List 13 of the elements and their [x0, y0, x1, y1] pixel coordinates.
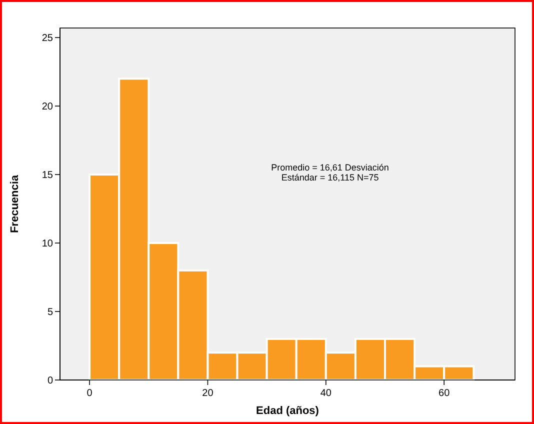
y-tick-label: 0: [47, 376, 54, 386]
y-axis-title: Frecuencia: [9, 174, 21, 234]
x-axis-title: Edad (años): [256, 405, 320, 417]
annotation: Promedio = 16,61 Desviación Estándar = 16,115 N=75: [271, 162, 389, 182]
x-tick-label: 0: [86, 388, 93, 399]
y-tick-label: 15: [42, 170, 54, 182]
y-tick-label: 25: [42, 33, 54, 44]
y-tick-label: 10: [42, 238, 54, 250]
x-tick-label: 60: [438, 388, 450, 399]
y-tick-label: 20: [42, 102, 54, 113]
x-tick-label: 20: [202, 388, 214, 399]
y-tick-label: 5: [47, 307, 54, 318]
x-tick-label: 40: [320, 388, 332, 399]
